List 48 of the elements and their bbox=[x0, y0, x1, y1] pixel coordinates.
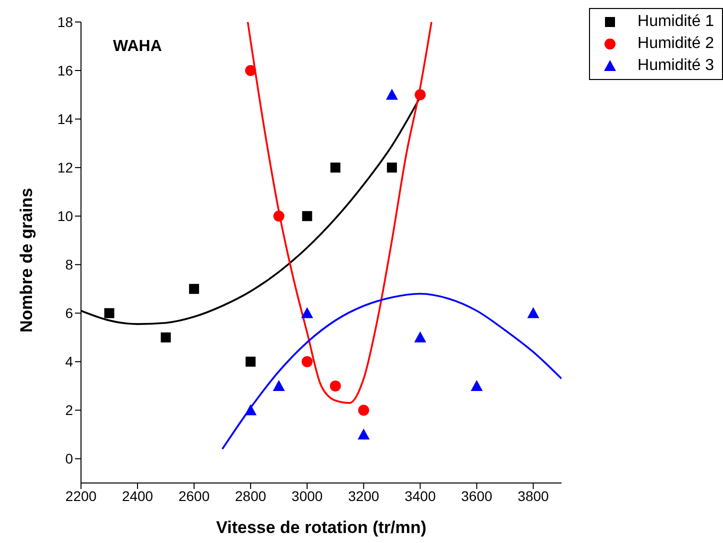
point bbox=[414, 89, 426, 100]
x-axis-title: Vitesse de rotation (tr/mn) bbox=[216, 518, 426, 537]
point bbox=[245, 65, 256, 76]
x-tick-label: 3200 bbox=[348, 488, 380, 504]
point bbox=[189, 284, 200, 294]
point bbox=[330, 380, 341, 392]
x-tick-label: 3800 bbox=[518, 488, 550, 504]
line-series bbox=[246, 22, 432, 404]
x-tick-label: 3600 bbox=[461, 488, 492, 504]
y-tick-label: 4 bbox=[65, 354, 74, 370]
line-series bbox=[221, 292, 562, 450]
y-tick-label: 16 bbox=[57, 62, 74, 78]
legend-label: Humidité 1 bbox=[638, 13, 714, 31]
point bbox=[302, 356, 313, 368]
x-tick-label: 2400 bbox=[122, 488, 154, 504]
point bbox=[358, 428, 370, 440]
point bbox=[302, 211, 312, 222]
legend-label: Humidité 3 bbox=[638, 57, 714, 75]
x-tick-label: 3000 bbox=[292, 488, 323, 504]
x-tick-label: 2600 bbox=[178, 488, 210, 504]
y-tick-label: 10 bbox=[57, 208, 74, 224]
point bbox=[386, 88, 398, 100]
y-tick-label: 0 bbox=[65, 450, 74, 467]
y-axis-title: Nombre de grains bbox=[17, 188, 36, 332]
legend-label: Humidité 2 bbox=[638, 35, 714, 53]
y-tick-label: 6 bbox=[65, 305, 74, 322]
y-tick-label: 2 bbox=[65, 402, 74, 418]
point bbox=[358, 404, 370, 416]
x-tick-label: 2800 bbox=[235, 488, 266, 504]
point bbox=[160, 332, 171, 342]
point bbox=[527, 307, 540, 318]
point bbox=[273, 210, 284, 222]
point bbox=[301, 307, 314, 318]
point bbox=[272, 380, 285, 391]
x-tick-label: 2200 bbox=[65, 488, 97, 504]
y-tick-label: 14 bbox=[57, 111, 74, 128]
y-tick-label: 18 bbox=[57, 14, 74, 30]
y-tick-label: 8 bbox=[65, 256, 74, 273]
point bbox=[414, 331, 426, 342]
y-tick-label: 12 bbox=[57, 160, 74, 176]
point bbox=[246, 356, 256, 367]
point bbox=[104, 308, 114, 318]
point bbox=[244, 404, 257, 416]
point bbox=[470, 380, 483, 391]
annotation: WAHA bbox=[113, 38, 162, 56]
x-tick-label: 3400 bbox=[404, 488, 436, 504]
point bbox=[330, 162, 340, 173]
point bbox=[386, 162, 397, 173]
